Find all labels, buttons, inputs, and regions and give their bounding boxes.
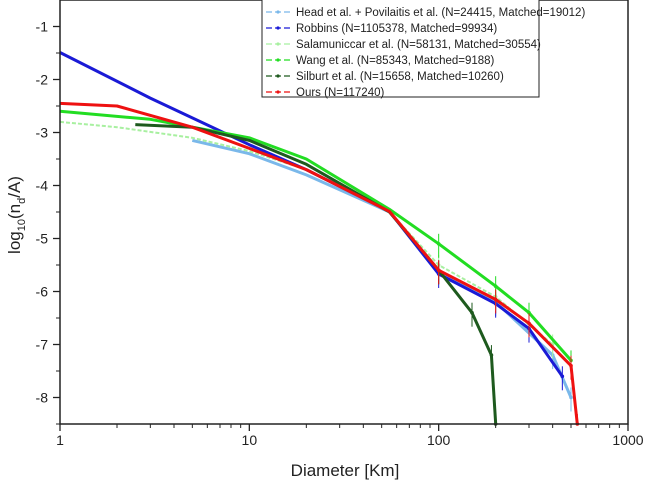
y-tick-label: -3 (36, 125, 49, 141)
x-tick-label: 1000 (612, 432, 643, 448)
legend-marker (276, 10, 280, 14)
y-tick-label: -6 (36, 284, 49, 300)
y-tick-label: -2 (36, 72, 49, 88)
x-tick-label: 1 (56, 432, 64, 448)
series-layer (59, 51, 580, 426)
y-tick-label: -1 (36, 19, 49, 35)
legend-item: Salamuniccar et al. (N=58131, Matched=30… (266, 39, 541, 51)
series-line (59, 120, 554, 346)
legend-item: Ours (N=117240) (266, 87, 384, 99)
legend-label: Wang et al. (N=85343, Matched=9188) (296, 55, 495, 67)
legend-label: Silburt et al. (N=15658, Matched=10260) (296, 71, 504, 83)
legend-box (261, 0, 540, 98)
axes: 1 10 100 1000 -1 -2 -3 -4 -5 -6 -7 -8 (36, 19, 644, 449)
data-point (493, 284, 498, 289)
x-axis-label: Diameter [Km] (291, 461, 400, 480)
legend-marker (276, 26, 280, 30)
y-tick-label: -4 (36, 178, 49, 194)
data-point (569, 395, 573, 400)
legend-item: Wang et al. (N=85343, Matched=9188) (266, 55, 495, 67)
series-2 (59, 51, 565, 391)
series-line (191, 138, 573, 399)
series-line (135, 123, 498, 425)
legend-label: Robbins (N=1105378, Matched=99934) (296, 23, 497, 35)
legend-marker (276, 90, 280, 94)
data-point (527, 321, 531, 326)
legend-marker (276, 74, 280, 78)
legend-marker (276, 58, 280, 62)
y-tick-label: -7 (36, 337, 49, 353)
data-point (470, 310, 474, 315)
legend-item: Silburt et al. (N=15658, Matched=10260) (266, 71, 504, 83)
y-axis-label: log10(nd/A) (5, 176, 28, 254)
legend-label: Ours (N=117240) (296, 87, 384, 99)
data-point (436, 268, 441, 273)
legend-item: Robbins (N=1105378, Matched=99934) (266, 23, 497, 35)
series-4 (59, 109, 573, 375)
x-tick-label: 10 (242, 432, 258, 448)
series-line (59, 109, 573, 362)
x-tick-label: 100 (427, 432, 451, 448)
data-point (569, 363, 573, 368)
legend-item: Head et al. + Povilaitis et al. (N=24415… (266, 7, 585, 19)
legend-marker (276, 42, 280, 46)
y-tick-label: -8 (36, 390, 49, 406)
series-3 (59, 120, 555, 359)
series-line (59, 51, 564, 378)
data-point (489, 353, 494, 357)
legend-label: Head et al. + Povilaitis et al. (N=24415… (296, 7, 585, 19)
data-point (436, 242, 441, 246)
data-point (560, 374, 565, 379)
series-5 (135, 123, 498, 426)
series-1 (191, 138, 573, 412)
y-tick-label: -5 (36, 231, 49, 247)
series-line (59, 101, 579, 425)
series-6 (59, 101, 580, 426)
data-point (493, 297, 498, 302)
legend-label: Salamuniccar et al. (N=58131, Matched=30… (296, 39, 541, 51)
legend: Head et al. + Povilaitis et al. (N=24415… (261, 0, 585, 99)
data-point (527, 310, 531, 315)
